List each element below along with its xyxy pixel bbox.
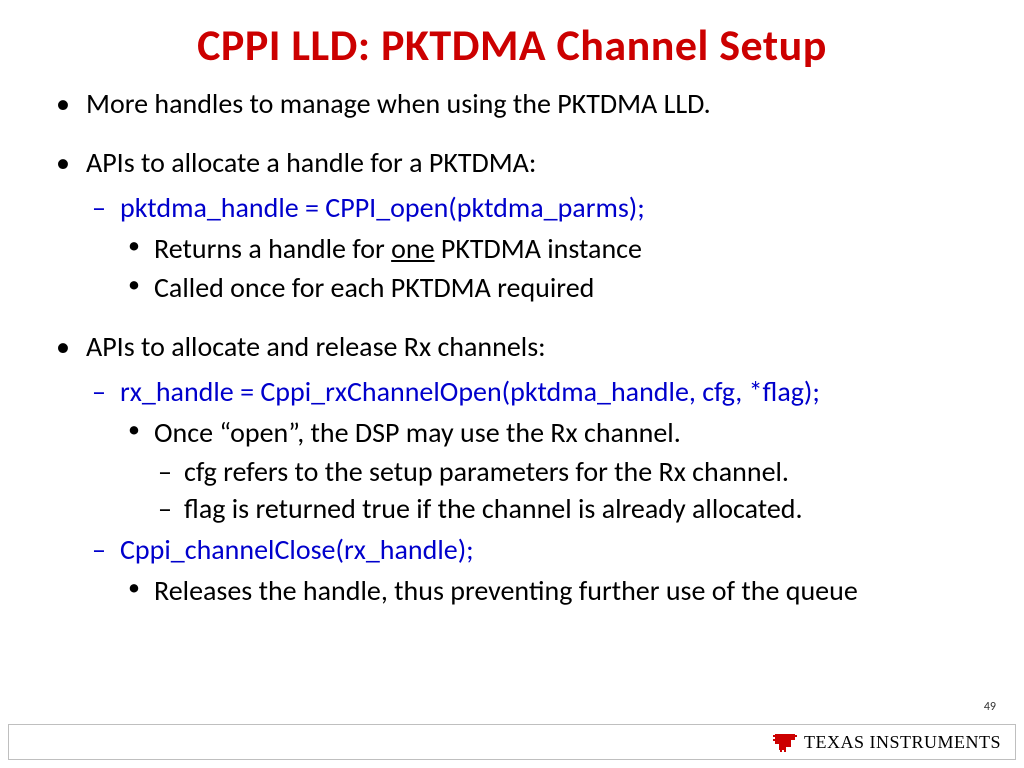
bullet-item: APIs to allocate and release Rx channels… <box>50 329 974 608</box>
bullet-list: More handles to manage when using the PK… <box>50 86 974 608</box>
page-number: 49 <box>984 700 996 714</box>
bullet-item: More handles to manage when using the PK… <box>50 86 974 121</box>
sub-sub-bullet: flag is returned true if the channel is … <box>154 491 974 526</box>
bullet-text: Called once for each PKTDMA required <box>154 270 594 305</box>
sub-bullet: Once “open”, the DSP may use the Rx chan… <box>120 415 974 526</box>
bullet-item: APIs to allocate a handle for a PKTDMA: … <box>50 145 974 305</box>
footer-bar: TEXAS INSTRUMENTS <box>8 724 1016 760</box>
bullet-text: More handles to manage when using the PK… <box>86 86 711 121</box>
bullet-text: cfg refers to the setup parameters for t… <box>184 454 789 489</box>
code-line: Cppi_channelClose(rx_handle); Releases t… <box>86 532 974 608</box>
bullet-text: APIs to allocate a handle for a PKTDMA: <box>86 145 536 180</box>
ti-logo: TEXAS INSTRUMENTS <box>772 730 1001 754</box>
bullet-text: Once “open”, the DSP may use the Rx chan… <box>154 415 681 450</box>
bullet-text: PKTDMA instance <box>435 231 642 266</box>
sub-bullet: Called once for each PKTDMA required <box>120 270 974 305</box>
slide-title: CPPI LLD: PKTDMA Channel Setup <box>50 18 974 72</box>
ti-brand-text: TEXAS INSTRUMENTS <box>804 732 1001 753</box>
code-line: pktdma_handle = CPPI_open(pktdma_parms);… <box>86 190 974 305</box>
code-text: rx_handle = Cppi_rxChannelOpen(pktdma_ha… <box>120 374 820 409</box>
sub-bullet: Releases the handle, thus preventing fur… <box>120 573 974 608</box>
code-text: pktdma_handle = CPPI_open(pktdma_parms); <box>120 190 645 225</box>
bullet-text: Returns a handle for <box>154 231 391 266</box>
bullet-text: flag is returned true if the channel is … <box>184 491 803 526</box>
ti-chip-icon <box>772 730 798 754</box>
bullet-text: APIs to allocate and release Rx channels… <box>86 329 546 364</box>
code-line: rx_handle = Cppi_rxChannelOpen(pktdma_ha… <box>86 374 974 526</box>
sub-sub-bullet: cfg refers to the setup parameters for t… <box>154 454 974 489</box>
slide: CPPI LLD: PKTDMA Channel Setup More hand… <box>0 0 1024 768</box>
code-text: Cppi_channelClose(rx_handle); <box>120 532 474 567</box>
sub-bullet: Returns a handle for one PKTDMA instance <box>120 231 974 266</box>
bullet-text: Releases the handle, thus preventing fur… <box>154 573 858 608</box>
underlined-text: one <box>391 231 434 266</box>
